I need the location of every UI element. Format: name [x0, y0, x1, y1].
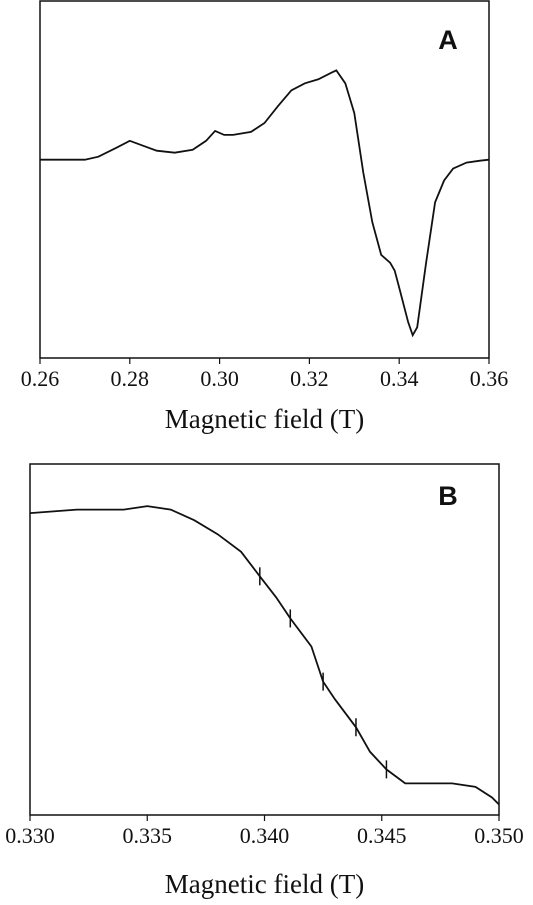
x-tick-label: 0.340: [240, 823, 290, 848]
plot-frame: [29, 463, 500, 816]
x-tick-label: 0.350: [474, 823, 524, 848]
x-tick-label: 0.345: [357, 823, 407, 848]
spectrum-line: [40, 69, 490, 338]
x-tick-label: 0.36: [470, 366, 509, 391]
x-tick-label: 0.30: [200, 366, 239, 391]
x-tick-label: 0.34: [380, 366, 419, 391]
x-tick-label: 0.32: [290, 366, 329, 391]
x-axis-label: Magnetic field (T): [165, 869, 364, 899]
plot-frame: [39, 0, 490, 359]
x-axis-label: Magnetic field (T): [165, 404, 364, 434]
x-tick-label: 0.330: [5, 823, 55, 848]
spectrum-line: [29, 505, 500, 806]
panel-label: A: [438, 25, 458, 55]
x-tick-label: 0.26: [21, 366, 60, 391]
x-tick-label: 0.28: [111, 366, 150, 391]
panel-label: B: [438, 481, 458, 511]
x-tick-label: 0.335: [123, 823, 173, 848]
